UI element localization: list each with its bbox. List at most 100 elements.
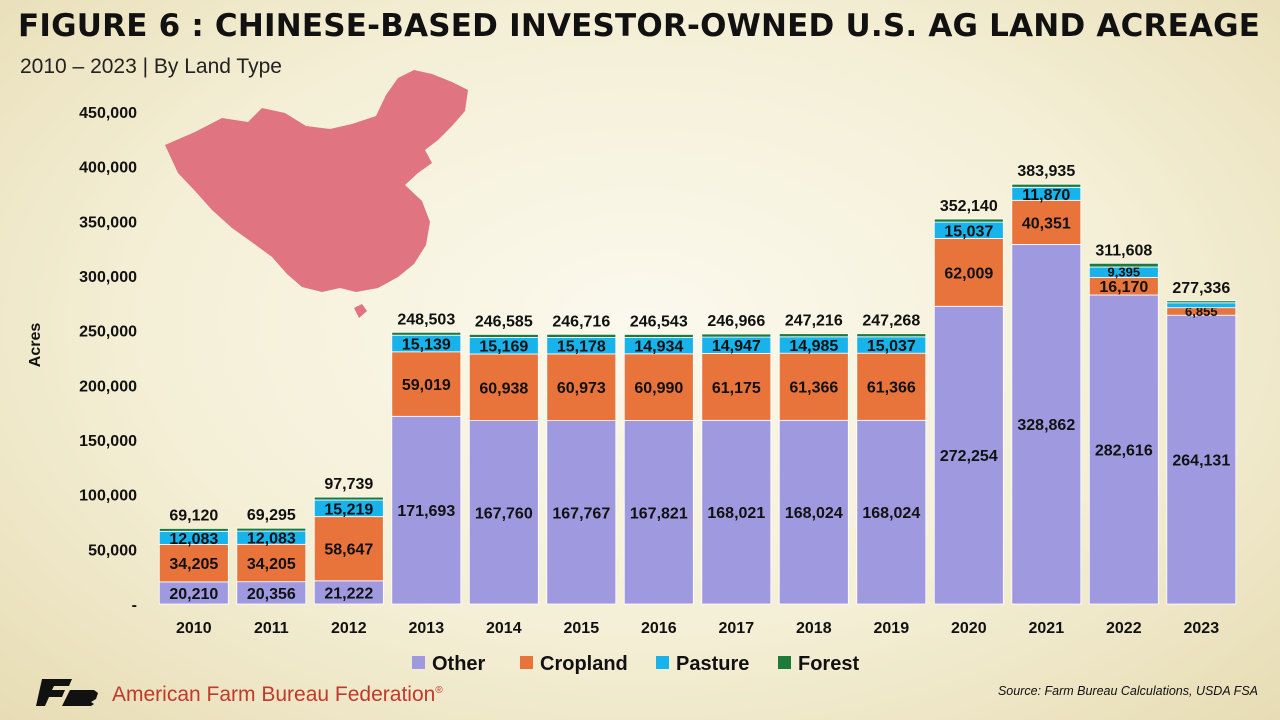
bar-cropland: [313, 516, 384, 582]
x-tick-label: 2016: [641, 620, 677, 637]
bar-cropland: [856, 352, 927, 421]
y-tick-label: 50,000: [88, 542, 137, 559]
y-tick-label: 150,000: [79, 433, 137, 450]
data-label-cropland: 62,009: [944, 265, 993, 282]
bar-forest: [468, 333, 539, 338]
china-map-icon: [165, 70, 468, 318]
bar-forest: [236, 527, 307, 532]
legend-label-other: Other: [432, 653, 486, 675]
bar-cropland: [158, 544, 229, 583]
data-label-pasture: 14,934: [634, 339, 683, 356]
data-label-cropland: 60,973: [557, 380, 606, 397]
data-label-cropland: 61,366: [789, 380, 838, 397]
y-axis-title: Acres: [27, 323, 44, 368]
data-label-other: 168,024: [785, 505, 843, 522]
x-tick-label: 2019: [874, 620, 910, 637]
legend-swatch-forest: [778, 656, 791, 669]
bar-other: [391, 415, 462, 605]
bar-forest: [158, 528, 229, 532]
total-label: 246,543: [630, 313, 688, 330]
data-label-pasture: 12,083: [247, 531, 296, 548]
data-label-other: 282,616: [1095, 443, 1153, 460]
total-label: 97,739: [324, 476, 373, 493]
bar-forest: [1166, 300, 1237, 304]
y-tick-label: 350,000: [79, 214, 137, 231]
bar-cropland: [1011, 199, 1082, 245]
data-label-pasture: 14,985: [789, 338, 838, 355]
data-label-other: 272,254: [940, 448, 998, 465]
data-label-pasture: 11,870: [1022, 187, 1070, 204]
data-label-other: 167,821: [630, 505, 688, 522]
organization-name: American Farm Bureau Federation®: [112, 683, 443, 707]
legend-swatch-cropland: [520, 656, 533, 669]
total-label: 246,585: [475, 313, 533, 330]
bar-forest: [1011, 183, 1082, 188]
data-label-pasture: 14,947: [712, 338, 761, 355]
data-label-cropland: 61,175: [712, 380, 761, 397]
data-label-pasture: 9,395: [1108, 265, 1141, 280]
organization-label: American Farm Bureau Federation: [112, 683, 436, 706]
y-tick-label: 300,000: [79, 269, 137, 286]
data-label-cropland: 60,990: [634, 380, 683, 397]
bar-forest: [546, 333, 617, 338]
total-label: 69,120: [169, 507, 218, 524]
bar-cropland: [778, 352, 849, 421]
data-label-cropland: 34,205: [247, 556, 296, 573]
data-label-pasture: 15,037: [944, 223, 993, 240]
chart-title: FIGURE 6 : CHINESE-BASED INVESTOR-OWNED …: [18, 8, 1261, 44]
total-label: 352,140: [940, 198, 998, 215]
bar-other: [1088, 294, 1159, 605]
bar-forest: [778, 333, 849, 338]
bar-pasture: [1166, 302, 1237, 309]
bar-other: [1011, 243, 1082, 605]
y-tick-label: 100,000: [79, 488, 137, 505]
legend-swatch-pasture: [656, 656, 669, 669]
x-tick-label: 2023: [1184, 620, 1220, 637]
legend-label-forest: Forest: [798, 653, 859, 675]
data-label-other: 20,210: [169, 586, 218, 603]
data-label-other: 264,131: [1172, 453, 1230, 470]
bar-cropland: [391, 351, 462, 417]
bar-cropland: [623, 353, 694, 421]
legend-label-cropland: Cropland: [540, 653, 628, 675]
data-label-pasture: 15,219: [324, 501, 373, 518]
x-tick-label: 2022: [1106, 620, 1142, 637]
data-label-cropland: 34,205: [169, 556, 218, 573]
y-tick-label: -: [132, 597, 137, 614]
data-label-cropland: 59,019: [402, 377, 451, 394]
y-tick-label: 250,000: [79, 324, 137, 341]
data-label-other: 328,862: [1017, 417, 1075, 434]
chart-subtitle: 2010 – 2023 | By Land Type: [20, 55, 282, 78]
total-label: 248,503: [397, 311, 455, 328]
source-note: Source: Farm Bureau Calculations, USDA F…: [997, 684, 1258, 698]
bar-forest: [623, 333, 694, 338]
x-tick-label: 2012: [331, 620, 367, 637]
x-tick-label: 2020: [951, 620, 987, 637]
x-tick-label: 2014: [486, 620, 522, 637]
x-tick-label: 2010: [176, 620, 212, 637]
y-tick-label: 400,000: [79, 160, 137, 177]
data-label-other: 171,693: [397, 503, 455, 520]
data-label-pasture: 12,083: [169, 531, 218, 548]
data-label-other: 167,767: [552, 505, 610, 522]
bar-forest: [1088, 262, 1159, 268]
data-label-pasture: 15,169: [479, 339, 528, 356]
data-label-other: 168,021: [707, 505, 765, 522]
total-label: 69,295: [247, 507, 296, 524]
bar-forest: [313, 496, 384, 501]
y-tick-label: 450,000: [79, 105, 137, 122]
data-label-cropland: 58,647: [324, 542, 373, 559]
total-label: 277,336: [1172, 280, 1230, 297]
total-label: 247,216: [785, 313, 843, 330]
legend-swatch-other: [412, 656, 425, 669]
data-label-other: 20,356: [247, 586, 296, 603]
data-label-cropland: 61,366: [867, 380, 916, 397]
data-label-other: 168,024: [862, 505, 920, 522]
x-tick-label: 2021: [1029, 620, 1065, 637]
data-label-cropland: 40,351: [1022, 215, 1071, 232]
bar-other: [546, 420, 617, 605]
x-tick-label: 2015: [564, 620, 600, 637]
bar-other: [1166, 314, 1237, 605]
data-label-pasture: 15,139: [402, 337, 451, 354]
bar-cropland: [701, 352, 772, 421]
